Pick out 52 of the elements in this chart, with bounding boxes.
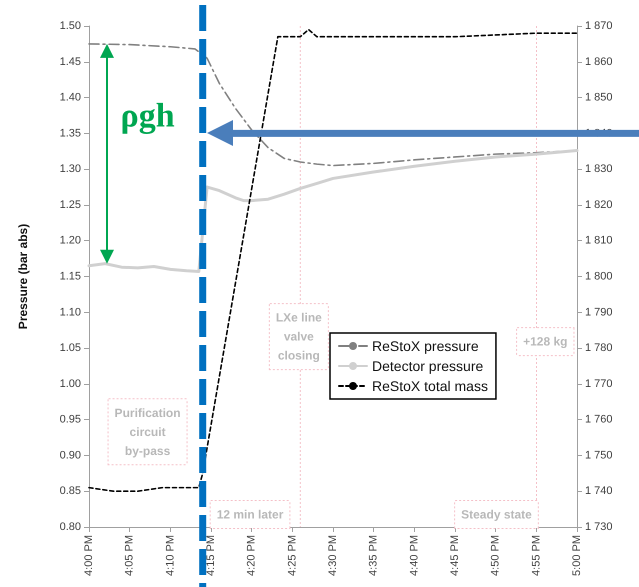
- x-tick-label: 4:05 PM: [124, 535, 136, 576]
- x-tick-label: 4:45 PM: [449, 535, 461, 576]
- legend-label: Detector pressure: [372, 358, 484, 374]
- y-tick-label: 1.00: [60, 378, 81, 390]
- x-tick-label: 4:30 PM: [327, 535, 339, 576]
- y2-tick-label: 1 860: [585, 56, 613, 68]
- x-tick-label: 4:40 PM: [408, 535, 420, 576]
- y-tick-label: 0.80: [60, 521, 81, 533]
- y-tick-label: 1.05: [60, 342, 81, 354]
- x-tick-label: 4:35 PM: [368, 535, 380, 576]
- y2-tick-label: 1 750: [585, 449, 613, 462]
- y-tick-label: 1.20: [60, 234, 81, 247]
- y-tick-label: 1.30: [60, 163, 81, 176]
- y2-tick-label: 1 800: [585, 270, 613, 282]
- y2-tick-label: 1 790: [585, 306, 613, 318]
- x-tick-label: 4:50 PM: [490, 535, 502, 576]
- y-tick-label: 1.50: [60, 20, 81, 32]
- y2-tick-label: 1 820: [585, 198, 613, 211]
- x-tick-label: 4:20 PM: [246, 535, 258, 576]
- y-tick-label: 1.40: [60, 92, 81, 104]
- y2-tick-label: 1 850: [585, 92, 613, 104]
- y-tick-label: 1.25: [60, 198, 81, 211]
- y2-tick-label: 1 830: [585, 163, 613, 176]
- annotation: +128 kg: [523, 334, 568, 349]
- y2-tick-label: 1 770: [585, 378, 613, 390]
- y2-tick-label: 1 740: [585, 485, 613, 498]
- y-tick-label: 1.10: [60, 306, 81, 318]
- y-tick-label: 1.35: [60, 127, 81, 140]
- legend-label: ReStoX pressure: [372, 338, 479, 354]
- legend-label: ReStoX total mass: [372, 378, 488, 394]
- y2-tick-label: 1 760: [585, 414, 613, 426]
- x-tick-label: 4:25 PM: [286, 535, 298, 576]
- x-tick-label: 4:00 PM: [83, 535, 95, 576]
- y2-tick-label: 1 780: [585, 342, 613, 354]
- y-tick-label: 0.85: [60, 485, 81, 498]
- y-tick-label: 0.90: [60, 449, 81, 462]
- y-tick-label: 0.95: [60, 414, 81, 426]
- annotation: ρgh: [120, 98, 175, 135]
- annotation: Steady state: [461, 507, 532, 522]
- x-tick-label: 4:55 PM: [530, 535, 542, 576]
- annotation: Purification circuit by-pass: [114, 406, 181, 458]
- x-tick-label: 4:10 PM: [164, 535, 176, 576]
- x-tick-label: 4:15 PM: [205, 535, 217, 576]
- y2-tick-label: 1 870: [585, 20, 613, 32]
- y-tick-label: 1.45: [60, 56, 81, 68]
- y2-tick-label: 1 810: [585, 234, 613, 247]
- annotation: LXe line valve closing: [276, 310, 322, 363]
- y-tick-label: 1.15: [60, 270, 81, 282]
- y2-tick-label: 1 730: [585, 521, 613, 533]
- x-tick-label: 5:00 PM: [571, 535, 583, 576]
- annotation: 12 min later: [216, 507, 284, 522]
- y-axis-title: Pressure (bar abs): [16, 224, 30, 330]
